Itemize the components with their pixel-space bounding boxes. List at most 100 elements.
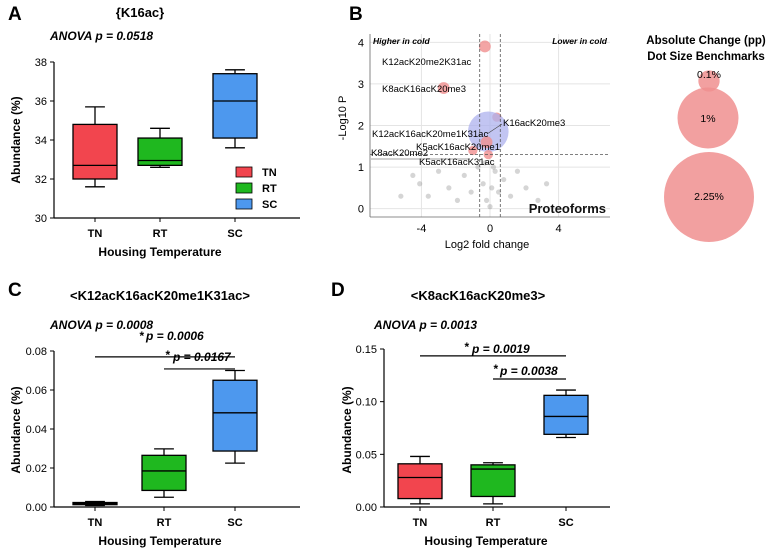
panel-a-y-ticks: 30 32 34 36 38: [35, 57, 47, 225]
panel-a-title: {K16ac}: [116, 5, 164, 20]
panel-b: B Higher in cold Lower in cold Proteofor…: [337, 4, 610, 251]
volcano-label: K5acK16acK31ac: [419, 157, 495, 168]
panel-c-xcat-rt: RT: [157, 517, 172, 529]
volcano-point: [425, 193, 431, 199]
volcano-labeled-points: [437, 40, 509, 160]
volcano-point: [480, 181, 486, 187]
panel-d-ytick-label: 0.15: [356, 344, 377, 356]
panel-a-xcat-sc: SC: [227, 228, 242, 240]
panel-d-ytick-label: 0.00: [356, 502, 377, 514]
volcano-point: [461, 172, 467, 179]
box-sc: [212, 73, 258, 139]
volcano-ylabel: -Log10 P: [337, 96, 349, 141]
volcano-label: K16acK20me3: [503, 118, 565, 129]
volcano-point: [482, 160, 488, 166]
legend-swatch-sc: [235, 198, 253, 210]
volcano-point: [446, 185, 452, 191]
panel-d-ytick-label: 0.10: [356, 397, 377, 409]
volcano-point: [523, 185, 529, 191]
volcano-label: K12acK16acK20me1K31ac: [372, 129, 488, 140]
panel-c-ytick-label: 0.04: [26, 424, 47, 436]
panel-a-xcat-tn: TN: [88, 228, 103, 240]
panel-d-ytick-label: 0.05: [356, 449, 377, 461]
panel-d-sig-p: p = 0.0019: [471, 342, 530, 356]
volcano-point: [410, 172, 416, 179]
dot-size-benchmarks: Absolute Change (pp) Dot Size Benchmarks…: [646, 35, 766, 242]
panel-a-anova: ANOVA p = 0.0518: [49, 29, 153, 43]
volcano-ytick-label: 1: [358, 162, 364, 174]
volcano-point: [514, 168, 521, 174]
panel-a-ytick-label: 32: [35, 174, 47, 186]
volcano-point: [489, 185, 495, 191]
panel-c-xlabel: Housing Temperature: [98, 534, 221, 548]
benchmark-dot: [698, 70, 720, 92]
panel-d-xcat-rt: RT: [486, 517, 501, 529]
box-tn: [72, 123, 118, 180]
volcano-labeled-point: [478, 40, 491, 53]
panel-d-letter: D: [331, 280, 345, 301]
panel-a-xcat-rt: RT: [153, 228, 168, 240]
panel-a: A {K16ac} ANOVA p = 0.0518 30 32 34 36 3…: [8, 4, 277, 259]
box-sc: [212, 379, 258, 452]
volcano-y-ticks: 0 1 2 3 4: [358, 37, 364, 215]
panel-d-xlabel: Housing Temperature: [424, 534, 547, 548]
panel-c-ytick-label: 0.06: [26, 385, 47, 397]
panel-c-title: <K12acK16acK20me1K31ac>: [70, 288, 250, 303]
volcano-higher-in-cold: Higher in cold: [373, 36, 430, 46]
panel-a-xlabel: Housing Temperature: [98, 245, 221, 259]
legend-label-sc: SC: [262, 199, 277, 211]
volcano-ytick-label: 0: [358, 204, 364, 216]
volcano-xtick-label: 0: [487, 223, 493, 235]
volcano-point: [483, 197, 490, 203]
volcano-point: [492, 168, 498, 174]
volcano-point: [490, 164, 497, 170]
panel-a-letter: A: [8, 4, 22, 25]
panel-b-letter: B: [349, 4, 363, 25]
box-rt: [137, 137, 183, 167]
volcano-point: [535, 197, 541, 203]
volcano-xlabel: Log2 fold change: [445, 239, 529, 251]
volcano-x-ticks: -4 0 4: [417, 223, 562, 235]
legend-label-tn: TN: [262, 167, 277, 179]
volcano-point: [468, 189, 474, 195]
volcano-point: [495, 189, 502, 195]
panel-c-y-ticks: 0.00 0.02 0.04 0.06 0.08: [26, 346, 47, 514]
panel-a-ytick-label: 38: [35, 57, 47, 69]
panel-d-xcat-sc: SC: [558, 517, 573, 529]
panel-d-xcat-tn: TN: [413, 517, 428, 529]
panel-d-chart: [380, 348, 610, 511]
panel-c: C <K12acK16acK20me1K31ac> ANOVA p = 0.00…: [8, 280, 250, 548]
box-sc: [543, 394, 589, 435]
volcano-ytick-label: 3: [358, 79, 364, 91]
panel-d-title: <K8acK16acK20me3>: [411, 288, 546, 303]
panel-c-sig-p: p = 0.0006: [145, 329, 204, 343]
panel-c-ytick-label: 0.02: [26, 463, 47, 475]
panel-d: D <K8acK16acK20me3> ANOVA p = 0.0013 0.0…: [331, 280, 574, 548]
volcano-point: [543, 181, 550, 187]
panel-a-chart: [50, 61, 300, 222]
panel-c-anova: ANOVA p = 0.0008: [49, 318, 153, 332]
benchmark-dot: [664, 152, 754, 242]
panel-c-xcat-sc: SC: [227, 517, 242, 529]
volcano-labeled-point: [468, 111, 509, 153]
panel-d-sig-star: *: [493, 362, 499, 376]
panel-c-sig-star: *: [139, 329, 145, 343]
benchmark-label: 1%: [700, 113, 715, 125]
panel-c-sig-star: *: [165, 348, 171, 362]
legend-label-rt: RT: [262, 183, 277, 195]
volcano-label: K5acK16acK20me1: [416, 142, 500, 153]
panel-c-ytick-label: 0.00: [26, 502, 47, 514]
volcano-lower-in-cold: Lower in cold: [552, 36, 608, 46]
legend-swatch-rt: [235, 182, 253, 194]
volcano-ytick-label: 2: [358, 121, 364, 133]
panel-d-anova: ANOVA p = 0.0013: [373, 318, 477, 332]
volcano-label: K12acK20me2K31ac: [382, 57, 472, 68]
volcano-ytick-label: 4: [358, 37, 364, 49]
box-rt: [141, 454, 187, 492]
panel-a-ytick-label: 36: [35, 96, 47, 108]
benchmark-title-1: Absolute Change (pp): [646, 35, 766, 47]
volcano-point: [507, 193, 514, 199]
benchmark-dot: [677, 87, 739, 149]
volcano-leader-line: [486, 123, 503, 135]
